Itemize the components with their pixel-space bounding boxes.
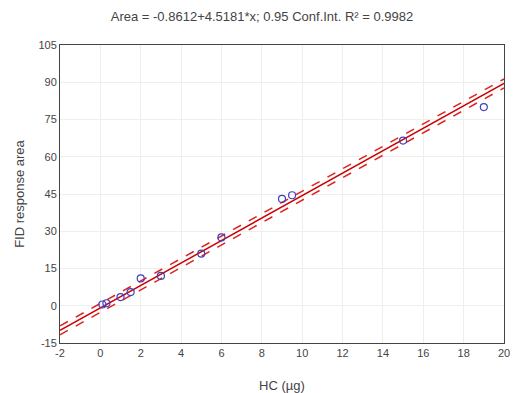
svg-text:6: 6 [218, 347, 224, 359]
svg-text:0: 0 [97, 347, 103, 359]
svg-text:45: 45 [45, 188, 57, 200]
svg-text:60: 60 [45, 151, 57, 163]
svg-text:14: 14 [377, 347, 389, 359]
svg-text:-15: -15 [41, 337, 57, 349]
svg-text:Area = -0.8612+4.5181*x; 0.95: Area = -0.8612+4.5181*x; 0.95 Conf.Int. … [111, 9, 413, 24]
svg-text:HC (µg): HC (µg) [259, 378, 305, 393]
svg-text:15: 15 [45, 262, 57, 274]
svg-text:20: 20 [498, 347, 510, 359]
svg-text:16: 16 [417, 347, 429, 359]
svg-text:-2: -2 [55, 347, 65, 359]
svg-text:105: 105 [38, 39, 56, 51]
svg-text:18: 18 [458, 347, 470, 359]
svg-text:FID response area: FID response area [12, 139, 27, 247]
svg-text:0: 0 [51, 300, 57, 312]
svg-text:8: 8 [259, 347, 265, 359]
svg-text:30: 30 [45, 225, 57, 237]
svg-text:75: 75 [45, 113, 57, 125]
svg-text:10: 10 [296, 347, 308, 359]
svg-text:90: 90 [45, 76, 57, 88]
svg-text:4: 4 [178, 347, 184, 359]
svg-text:2: 2 [138, 347, 144, 359]
svg-text:12: 12 [336, 347, 348, 359]
